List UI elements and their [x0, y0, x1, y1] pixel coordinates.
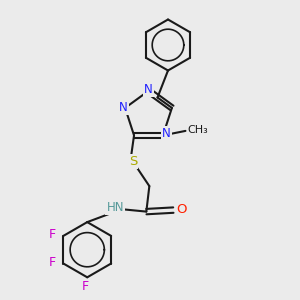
Text: N: N [119, 101, 128, 114]
Text: F: F [48, 228, 56, 241]
Text: S: S [129, 155, 137, 168]
Text: O: O [176, 203, 187, 216]
Text: CH₃: CH₃ [188, 125, 208, 135]
Text: F: F [48, 256, 56, 268]
Text: HN: HN [106, 201, 124, 214]
Text: N: N [144, 83, 153, 96]
Text: N: N [162, 128, 171, 140]
Text: F: F [82, 280, 89, 293]
